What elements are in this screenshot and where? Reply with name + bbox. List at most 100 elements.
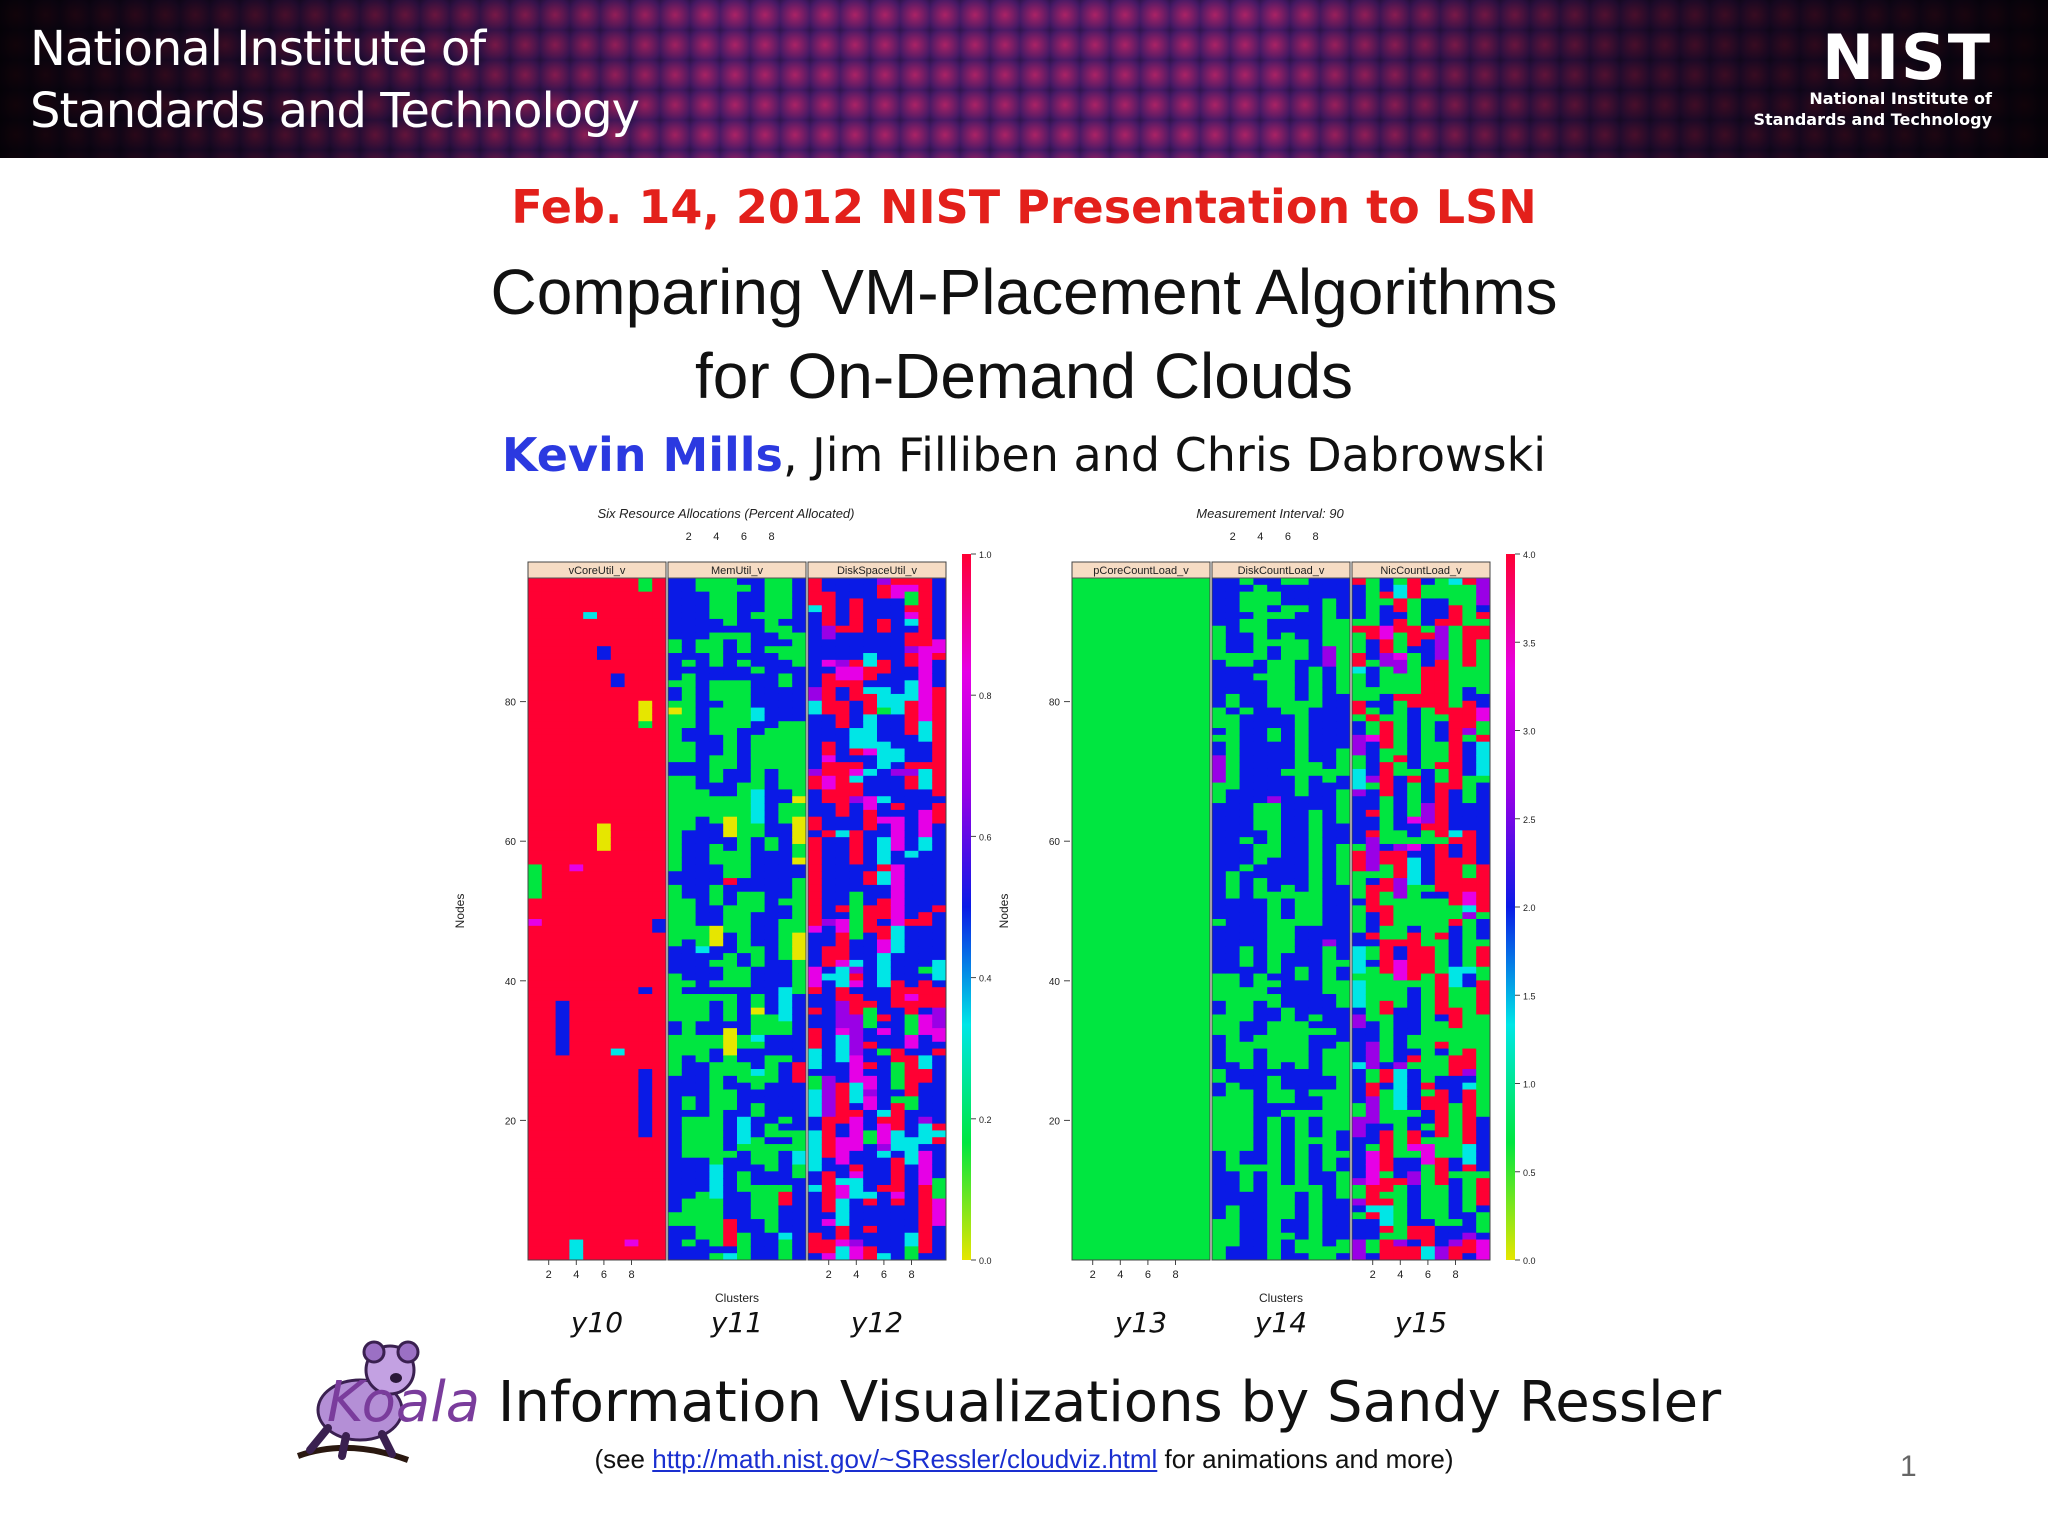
heatmap-cell — [541, 1164, 557, 1172]
heatmap-cell — [597, 1253, 612, 1261]
heatmap-cell — [1281, 653, 1296, 661]
heatmap-cell — [778, 816, 793, 825]
heatmap-cell — [932, 1212, 947, 1220]
heatmap-cell — [904, 905, 919, 913]
heatmap-cell — [638, 775, 653, 784]
heatmap-cell — [1253, 1225, 1268, 1234]
heatmap-cell — [583, 953, 598, 961]
heatmap-cell — [849, 1212, 864, 1220]
heatmap-cell — [1085, 646, 1101, 654]
heatmap-cell — [723, 1062, 738, 1070]
heatmap-cell — [1294, 659, 1310, 668]
heatmap-cell — [638, 1205, 653, 1213]
heatmap-cell — [932, 755, 947, 763]
heatmap-cell — [1196, 748, 1211, 756]
heatmap-cell — [528, 946, 543, 954]
heatmap-cell — [863, 905, 878, 913]
heatmap-cell — [668, 1028, 683, 1036]
heatmap-cell — [1182, 1246, 1197, 1254]
heatmap-cell — [1154, 905, 1170, 913]
heatmap-cell — [1294, 578, 1310, 586]
heatmap-cell — [528, 1198, 543, 1206]
heatmap-cell — [1322, 612, 1337, 620]
heatmap-cell — [849, 1062, 864, 1070]
heatmap-cell — [1294, 1137, 1310, 1145]
heatmap-cell — [792, 653, 807, 661]
heatmap-cell — [877, 748, 892, 756]
heatmap-cell — [1154, 625, 1170, 634]
heatmap-cell — [583, 1253, 598, 1261]
heatmap-cell — [1127, 1096, 1142, 1104]
heatmap-cell — [904, 1069, 919, 1077]
heatmap-cell — [1225, 578, 1241, 586]
heatmap-cell — [1085, 905, 1101, 913]
heatmap-cell — [652, 850, 667, 859]
heatmap-cell — [1127, 625, 1142, 634]
heatmap-cell — [1072, 1069, 1087, 1077]
heatmap-cell — [541, 1116, 557, 1125]
heatmap-cell — [821, 878, 837, 886]
heatmap-cell — [541, 666, 557, 674]
heatmap-cell — [638, 693, 653, 702]
heatmap-cell — [1196, 598, 1211, 606]
heatmap-cell — [877, 768, 892, 777]
heatmap-cell — [918, 1205, 933, 1213]
heatmap-cell — [709, 939, 724, 947]
heatmap-cell — [695, 762, 710, 770]
heatmap-cell — [723, 816, 738, 825]
heatmap-cell — [750, 1109, 766, 1118]
heatmap-cell — [849, 1137, 864, 1145]
heatmap-cell — [668, 659, 683, 668]
heatmap-cell — [709, 1225, 724, 1234]
heatmap-cell — [1072, 1178, 1087, 1186]
heatmap-cell — [583, 1048, 598, 1056]
heatmap-cell — [1072, 1198, 1087, 1206]
heatmap-cell — [890, 1000, 906, 1009]
heatmap-cell — [918, 1075, 933, 1084]
heatmap-cell — [652, 816, 667, 825]
heatmap-cell — [1225, 1000, 1241, 1009]
heatmap-cell — [890, 1103, 906, 1111]
heatmap-cell — [1196, 653, 1211, 661]
heatmap-cell — [1253, 912, 1268, 920]
heatmap-cell — [764, 734, 779, 743]
heatmap-cell — [681, 850, 697, 859]
heatmap-cell — [1212, 653, 1227, 661]
heatmap-cell — [808, 823, 823, 831]
heatmap-cell — [1085, 775, 1101, 784]
heatmap-cell — [932, 1055, 947, 1063]
heatmap-cell — [541, 1123, 557, 1131]
heatmap-cell — [1085, 1150, 1101, 1159]
heatmap-cell — [610, 1205, 626, 1213]
heatmap-cell — [668, 680, 683, 688]
heatmap-cell — [541, 994, 557, 1002]
heatmap-cell — [1141, 796, 1156, 804]
heatmap-cell — [849, 1184, 864, 1193]
heatmap-cell — [1099, 925, 1114, 934]
heatmap-cell — [918, 1014, 933, 1022]
heatmap-cell — [737, 687, 752, 695]
heatmap-cell — [835, 1007, 850, 1015]
heatmap-cell — [1113, 1096, 1128, 1104]
heatmap-cell — [624, 755, 639, 763]
heatmap-cell — [1072, 1116, 1087, 1125]
heatmap-cell — [1225, 632, 1241, 640]
heatmap-cell — [849, 755, 864, 763]
heatmap-cell — [932, 1239, 947, 1247]
heatmap-cell — [723, 741, 738, 749]
heatmap-cell — [1308, 953, 1323, 961]
chart-title: Measurement Interval: 90 — [1196, 506, 1344, 521]
heatmap-cell — [1113, 959, 1128, 968]
heatmap-cell — [1168, 687, 1183, 695]
heatmap-cell — [821, 830, 837, 838]
heatmap-cell — [764, 850, 779, 859]
heatmap-cell — [1239, 714, 1254, 722]
heatmap-cell — [638, 1116, 653, 1125]
heatmap-cell — [1196, 939, 1211, 947]
heatmap-cell — [1182, 1082, 1197, 1090]
heatmap-cell — [610, 1089, 626, 1097]
heatmap-cell — [583, 584, 598, 593]
heatmap-cell — [1308, 823, 1323, 831]
heatmap-cell — [764, 830, 779, 838]
heatmap-cell — [737, 980, 752, 988]
